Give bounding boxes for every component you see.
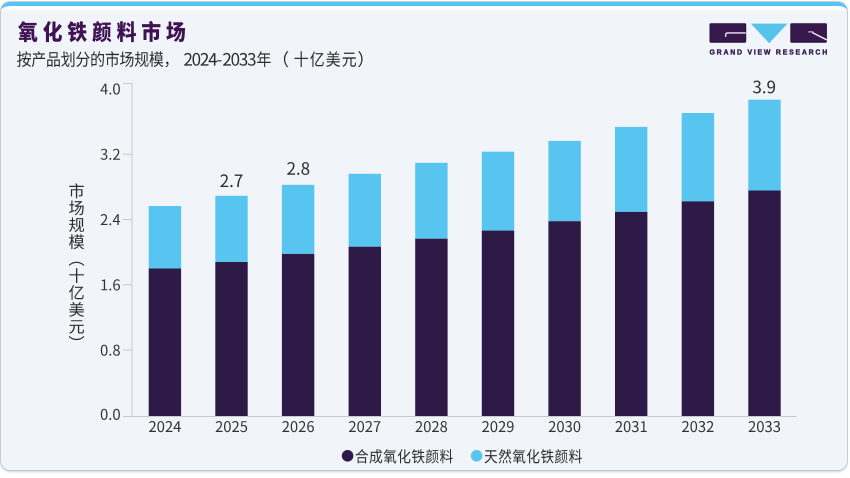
svg-text:GRAND VIEW RESEARCH: GRAND VIEW RESEARCH: [710, 48, 830, 57]
